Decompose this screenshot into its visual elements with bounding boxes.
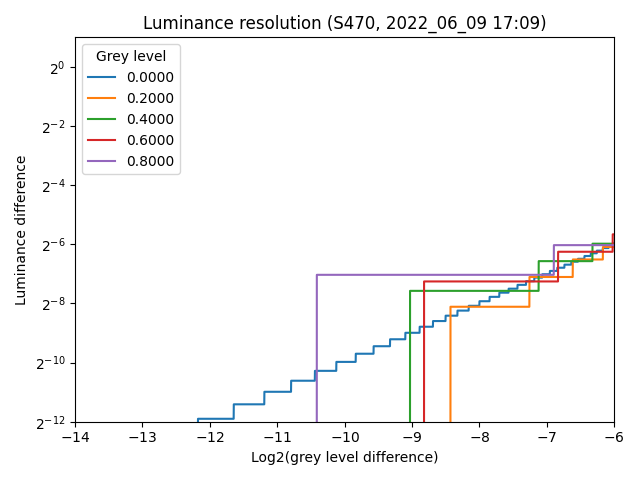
Line: 0.4000: 0.4000 (75, 244, 614, 480)
0.6000 (500, 278, 508, 284)
0.6000 (611, 231, 618, 237)
0.0000 (99, 454, 106, 460)
Line: 0.8000: 0.8000 (75, 245, 614, 480)
0.4000 (611, 241, 618, 247)
0.8000 (550, 242, 557, 248)
Line: 0.6000: 0.6000 (75, 234, 614, 480)
0.0000 (414, 330, 422, 336)
0.8000 (500, 272, 508, 278)
0.0000 (390, 336, 398, 342)
0.2000 (611, 244, 618, 250)
0.2000 (471, 304, 479, 310)
Legend: 0.0000, 0.2000, 0.4000, 0.6000, 0.8000: 0.0000, 0.2000, 0.4000, 0.6000, 0.8000 (82, 44, 180, 174)
0.8000 (471, 272, 479, 278)
0.0000 (500, 290, 508, 296)
Line: 0.0000: 0.0000 (75, 243, 614, 480)
0.6000 (471, 278, 479, 284)
Y-axis label: Luminance difference: Luminance difference (15, 155, 29, 305)
0.6000 (609, 231, 616, 237)
0.0000 (266, 389, 274, 395)
0.8000 (611, 242, 618, 248)
0.8000 (414, 272, 422, 278)
0.4000 (471, 288, 479, 294)
0.2000 (500, 304, 508, 310)
0.8000 (390, 272, 398, 278)
0.4000 (589, 241, 596, 247)
Line: 0.2000: 0.2000 (75, 247, 614, 480)
0.4000 (500, 288, 508, 294)
0.4000 (414, 288, 422, 294)
0.2000 (599, 244, 607, 250)
Title: Luminance resolution (S470, 2022_06_09 17:09): Luminance resolution (S470, 2022_06_09 1… (143, 15, 547, 33)
0.0000 (471, 303, 479, 309)
0.0000 (611, 240, 618, 246)
X-axis label: Log2(grey level difference): Log2(grey level difference) (251, 451, 438, 465)
